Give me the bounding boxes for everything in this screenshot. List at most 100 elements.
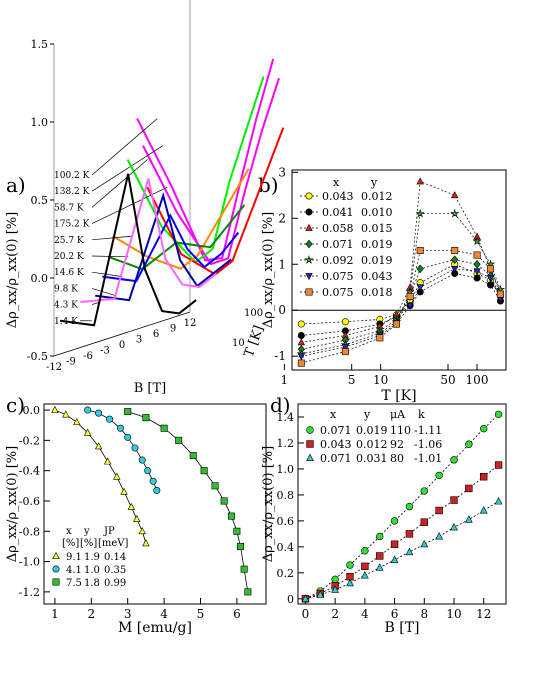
data-point xyxy=(390,540,399,548)
data-point xyxy=(361,547,369,555)
data-point xyxy=(124,433,132,441)
series: 0.075 0.018 xyxy=(297,246,504,367)
data-point xyxy=(390,555,399,563)
y-tick-label: 0.2 xyxy=(277,567,295,580)
data-point xyxy=(435,506,443,515)
legend-y-value: 1.0 xyxy=(84,565,100,576)
x-tick-label: -6 xyxy=(83,351,93,362)
data-point xyxy=(142,414,150,422)
data-point xyxy=(133,514,141,523)
legend-x-value: 0.092 xyxy=(322,254,354,267)
data-point xyxy=(473,259,481,269)
x-tick-label: 4 xyxy=(160,607,168,621)
series: 100.2 K xyxy=(54,58,275,262)
legend-marker xyxy=(306,440,314,448)
mr-curve xyxy=(59,173,197,327)
x-axis-label: B [T] xyxy=(385,620,420,636)
data-point xyxy=(346,561,354,569)
x-tick-label: 6 xyxy=(391,607,399,621)
y-tick-label: 1.0 xyxy=(31,116,49,129)
y-tick-label: -1.2 xyxy=(19,586,40,599)
legend-header-mu: μA xyxy=(390,408,406,421)
series-curve xyxy=(301,180,501,343)
data-point xyxy=(361,562,369,571)
series: 9.8 K xyxy=(54,192,232,302)
legend-marker xyxy=(305,239,313,249)
data-point xyxy=(416,284,424,292)
legend-header-k: k xyxy=(418,408,425,421)
legend-unit-jp: [meV] xyxy=(98,538,129,549)
y-axis-label: Δρ_xx/ρ_xx(0) [%] xyxy=(261,446,276,562)
temperature-label: 138.2 K xyxy=(54,187,90,197)
y-axis-label: Δρ_xx/ρ_xx(0) [%] xyxy=(5,212,20,328)
y-tick-label: 1.0 xyxy=(277,463,295,476)
legend-unit-y: [%] xyxy=(80,538,97,549)
panel-c: c)0.0 -0.2 -0.4 -0.6 -0.8 -1.0 -1.2 1 2 3 4 5 6 M [em… xyxy=(5,393,267,636)
series-curve xyxy=(301,273,501,336)
legend-y-value: 0.019 xyxy=(361,254,393,267)
legend-header-y: y xyxy=(363,408,371,421)
legend-x-value: 0.058 xyxy=(322,222,354,235)
data-point xyxy=(451,191,459,199)
legend-k-value: -1.06 xyxy=(414,438,442,451)
floor-axis xyxy=(53,311,191,357)
data-point xyxy=(316,590,325,598)
y-axis-label: Δρ_xx/ρ_xx(0) [%] xyxy=(5,446,20,562)
legend-marker xyxy=(305,208,313,216)
data-point xyxy=(494,497,503,505)
data-point xyxy=(244,588,252,596)
legend-marker xyxy=(52,578,60,586)
data-point xyxy=(415,208,425,218)
series-curve xyxy=(301,250,501,364)
data-point xyxy=(473,268,481,276)
data-point xyxy=(62,410,70,418)
label-arrow xyxy=(91,186,168,224)
data-point xyxy=(405,502,414,511)
legend-marker xyxy=(306,426,314,434)
data-point xyxy=(406,292,414,300)
data-point xyxy=(331,585,340,593)
data-point xyxy=(83,428,92,436)
data-point xyxy=(375,563,384,571)
panel-label: c) xyxy=(6,393,25,417)
data-point xyxy=(480,424,488,433)
legend-x-value: 4.1 xyxy=(66,565,82,576)
data-point xyxy=(405,547,414,556)
legend-x-value: 0.043 xyxy=(320,438,352,451)
legend-x-value: 0.075 xyxy=(322,270,354,283)
data-point xyxy=(465,440,473,448)
x-tick-label: -9 xyxy=(66,357,76,368)
legend-unit-x: [%] xyxy=(62,538,79,549)
legend-jp-value: 0.99 xyxy=(104,578,126,589)
data-point xyxy=(51,405,59,413)
series: 138.2 K xyxy=(54,77,280,266)
fit-curve xyxy=(305,414,499,600)
x-tick-label: 10 xyxy=(373,373,388,387)
data-point xyxy=(450,522,458,531)
data-point xyxy=(487,265,495,273)
data-point xyxy=(127,502,136,510)
label-arrow xyxy=(91,288,116,296)
legend-header-y: y xyxy=(370,176,378,189)
temperature-label: 1.4 K xyxy=(54,317,78,327)
legend-y-value: 0.012 xyxy=(361,190,393,203)
x-tick-label: 1 xyxy=(51,607,59,621)
data-point xyxy=(124,408,132,416)
y-tick-label: 0.5 xyxy=(31,194,49,207)
data-point xyxy=(200,467,208,475)
x-tick-label: 0 xyxy=(302,607,310,621)
legend-marker xyxy=(52,565,60,573)
data-point xyxy=(341,348,349,356)
series: 1.4 K xyxy=(54,173,197,327)
temperature-label: 4.3 K xyxy=(54,301,78,311)
y-tick-label: 1.2 xyxy=(277,437,295,450)
data-point xyxy=(451,265,459,274)
x-tick-label: -3 xyxy=(100,346,110,357)
legend-y-value: 1.9 xyxy=(84,552,100,563)
y-tick-label: 0.4 xyxy=(277,541,295,554)
label-arrow xyxy=(91,145,164,192)
data-point xyxy=(240,565,248,573)
data-point xyxy=(376,552,384,560)
legend-header-x: x xyxy=(66,526,72,537)
series: 0.058 0.015 xyxy=(297,177,505,346)
